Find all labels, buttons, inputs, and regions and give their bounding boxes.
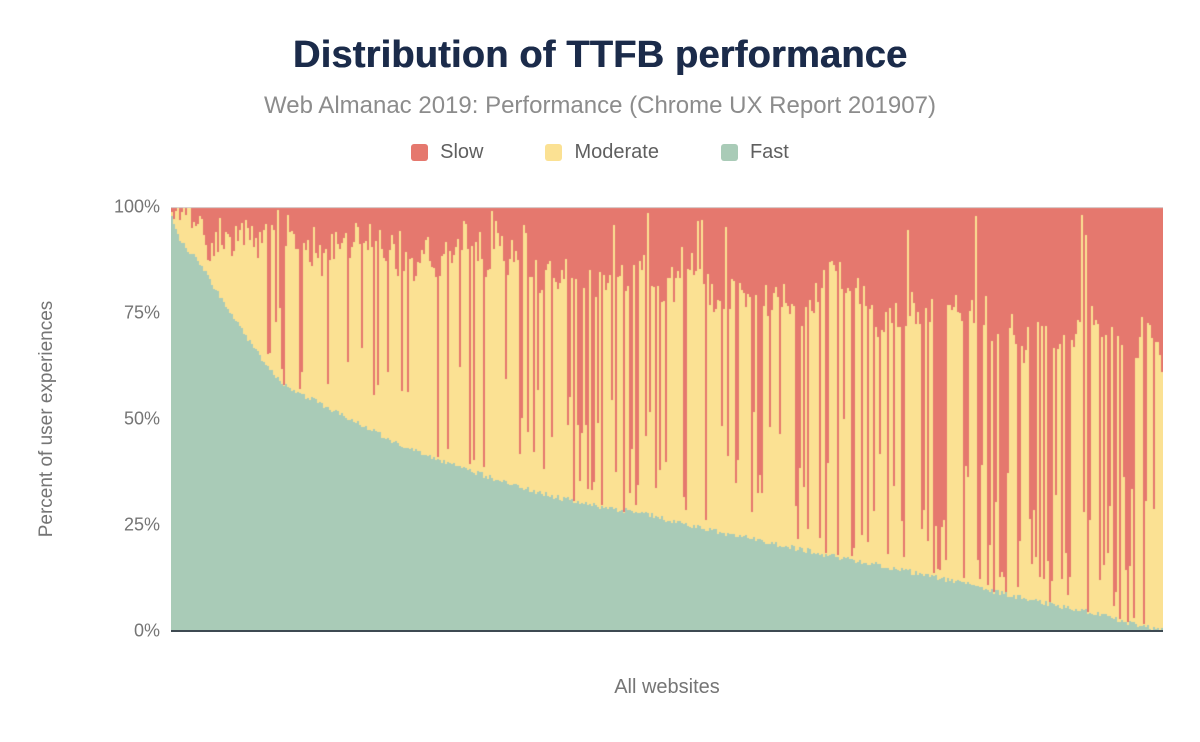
- legend-item-fast: Fast: [720, 141, 789, 164]
- legend-item-slow: Slow: [411, 141, 483, 164]
- x-axis-line: [171, 630, 1163, 632]
- legend-label: Fast: [749, 141, 789, 163]
- chart-title: Distribution of TTFB performance: [292, 34, 908, 76]
- y-axis-ticks: 100% 75% 50% 25% 0%: [88, 197, 160, 641]
- x-axis-title: All websites: [614, 676, 720, 698]
- y-axis-title: Percent of user experiences: [36, 300, 57, 538]
- legend-item-moderate: Moderate: [545, 141, 659, 164]
- plot-area: [171, 207, 1163, 632]
- legend-swatch-fast: [720, 144, 738, 161]
- legend-label: Slow: [440, 141, 484, 163]
- chart-legend: Slow Moderate Fast: [0, 141, 1200, 164]
- y-tick-label-0: 0%: [133, 620, 160, 641]
- legend-swatch-moderate: [545, 144, 563, 161]
- y-tick-label-25: 25%: [123, 514, 160, 535]
- y-tick-label-75: 75%: [123, 302, 160, 323]
- chart-subtitle: Web Almanac 2019: Performance (Chrome UX…: [264, 92, 936, 119]
- y-tick-label-100: 100%: [113, 196, 160, 217]
- y-tick-label-50: 50%: [123, 408, 160, 429]
- legend-swatch-slow: [411, 144, 429, 161]
- chart-canvas: [171, 207, 1163, 631]
- legend-label: Moderate: [574, 141, 659, 163]
